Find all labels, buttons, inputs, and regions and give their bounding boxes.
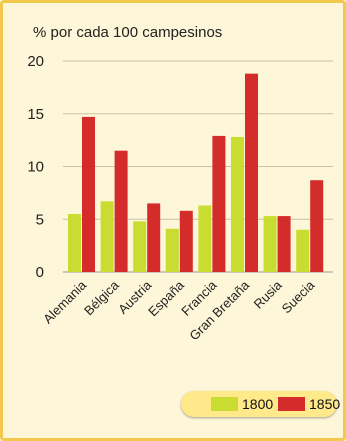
bar-1850-6	[277, 216, 291, 272]
chart-title: % por cada 100 campesinos	[33, 24, 222, 41]
legend-label-1800: 1800	[242, 396, 274, 412]
bar-1850-4	[212, 135, 226, 272]
bar-1850-1	[114, 150, 128, 272]
bar-1800-0	[68, 213, 81, 272]
y-tick-label: 5	[36, 211, 44, 228]
bar-1850-2	[147, 203, 161, 272]
legend-swatch-1800	[211, 397, 238, 411]
bar-1800-1	[100, 201, 114, 272]
y-tick-label: 20	[27, 53, 44, 70]
x-tick-label: Suecia	[279, 277, 318, 316]
bar-1800-5	[231, 136, 244, 272]
bar-1850-3	[179, 210, 193, 272]
bar-1850-0	[82, 116, 95, 272]
bar-chart: % por cada 100 campesinos 0 5 10 15 20 Alema…	[27, 24, 333, 343]
y-axis-ticks: 0 5 10 15 20	[27, 53, 44, 281]
bar-1800-7	[296, 229, 310, 272]
bar-1800-6	[263, 216, 277, 272]
x-axis-labels: AlemaniaBélgicaAustriaEspañaFranciaGran …	[40, 277, 318, 343]
bar-1800-3	[165, 228, 179, 272]
bar-1800-2	[133, 221, 147, 272]
legend: 1800 1850	[181, 391, 341, 417]
y-tick-label: 10	[27, 159, 44, 176]
y-tick-label: 15	[27, 106, 44, 123]
x-tick-label: España	[145, 277, 187, 319]
bar-1850-7	[310, 180, 324, 272]
x-tick-label: Alemania	[40, 277, 89, 326]
legend-swatch-1850	[278, 397, 305, 411]
bar-1850-5	[245, 73, 258, 272]
x-tick-label: Bélgica	[81, 277, 122, 318]
y-tick-label: 0	[36, 264, 44, 281]
legend-label-1850: 1850	[309, 396, 341, 412]
bar-1800-4	[198, 205, 212, 272]
bars	[68, 73, 324, 272]
